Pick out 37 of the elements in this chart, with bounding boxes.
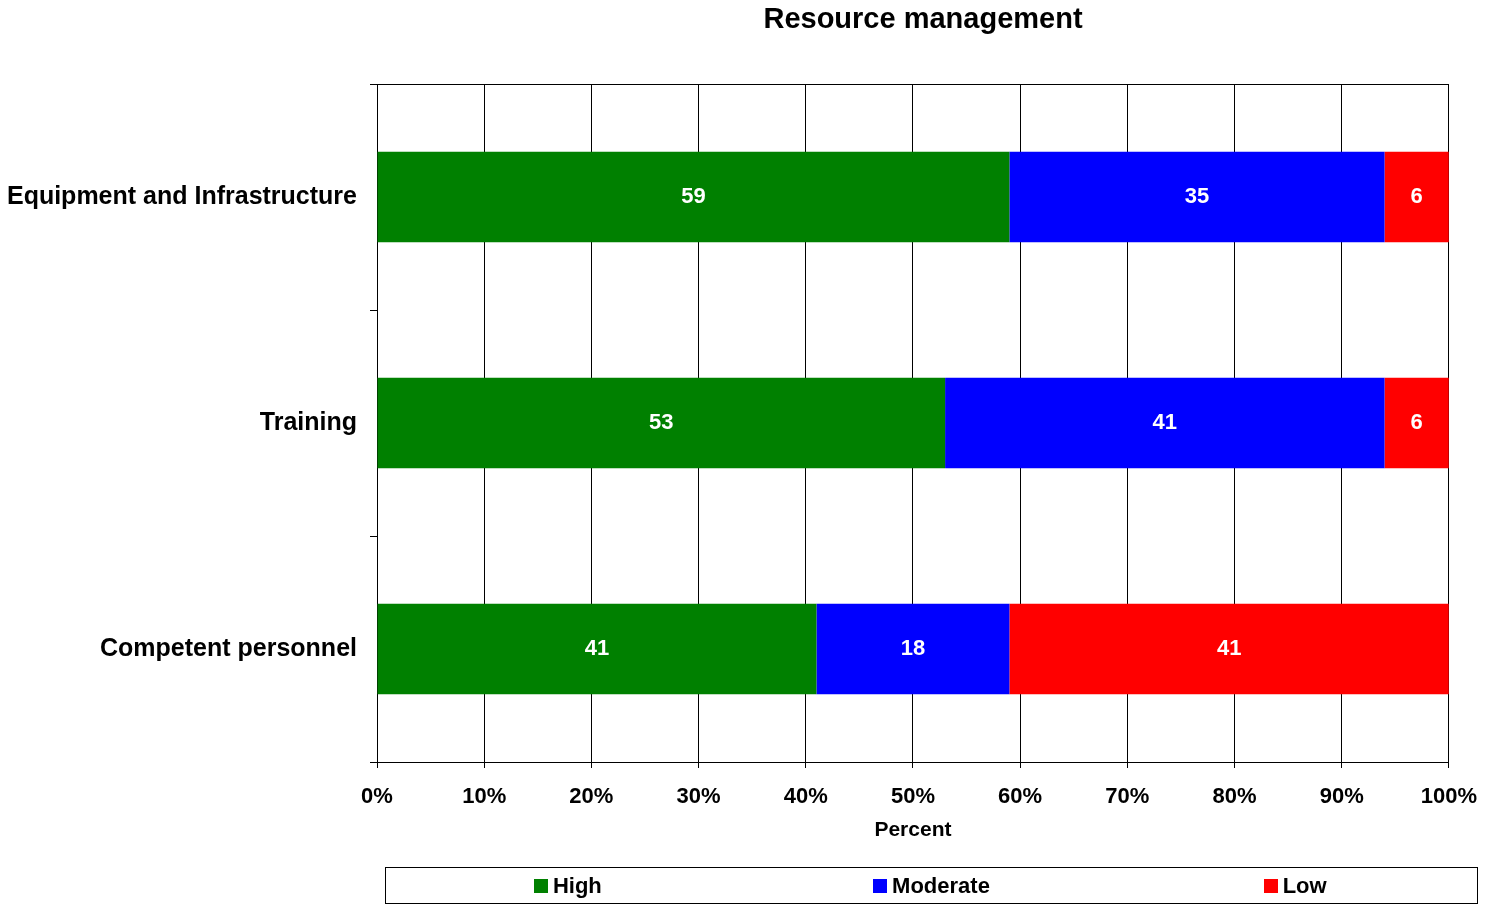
data-label: 41 [1216, 635, 1242, 661]
x-tick-label: 100% [1420, 783, 1478, 809]
bar [1009, 151, 1385, 243]
bar [816, 603, 1010, 695]
legend-label: Moderate [892, 872, 990, 899]
x-tick-label: 70% [1105, 783, 1150, 809]
bar [377, 377, 946, 469]
y-tick-label: Training [259, 406, 357, 435]
bar [1009, 603, 1449, 695]
x-tick-label: 10% [462, 783, 507, 809]
data-label: 18 [900, 635, 926, 661]
bar [1384, 377, 1449, 469]
bar [377, 603, 817, 695]
y-tick-label: Competent personnel [100, 632, 357, 661]
data-label: 41 [584, 635, 610, 661]
legend-label: High [552, 872, 602, 899]
x-tick-label: 0% [361, 783, 393, 809]
data-label: 59 [681, 183, 706, 209]
bar [945, 377, 1385, 469]
data-label: 41 [1152, 409, 1178, 435]
x-tick-label: 40% [783, 783, 828, 809]
bar [1384, 151, 1449, 243]
x-axis-title: Percent [874, 817, 952, 841]
x-tick-label: 90% [1319, 783, 1364, 809]
y-tick-label: Equipment and Infrastructure [6, 180, 358, 209]
x-tick-label: 20% [569, 783, 614, 809]
x-tick-label: 30% [676, 783, 721, 809]
legend-label: Low [1282, 872, 1327, 899]
x-tick-label: 60% [998, 783, 1043, 809]
data-label: 53 [649, 409, 674, 435]
x-tick-label: 80% [1212, 783, 1257, 809]
data-label: 6 [1410, 409, 1423, 435]
x-tick-label: 50% [890, 783, 935, 809]
data-label: 35 [1184, 183, 1210, 209]
bar [377, 151, 1010, 243]
data-label: 6 [1410, 183, 1423, 209]
chart-title: Resource management [762, 1, 1084, 36]
